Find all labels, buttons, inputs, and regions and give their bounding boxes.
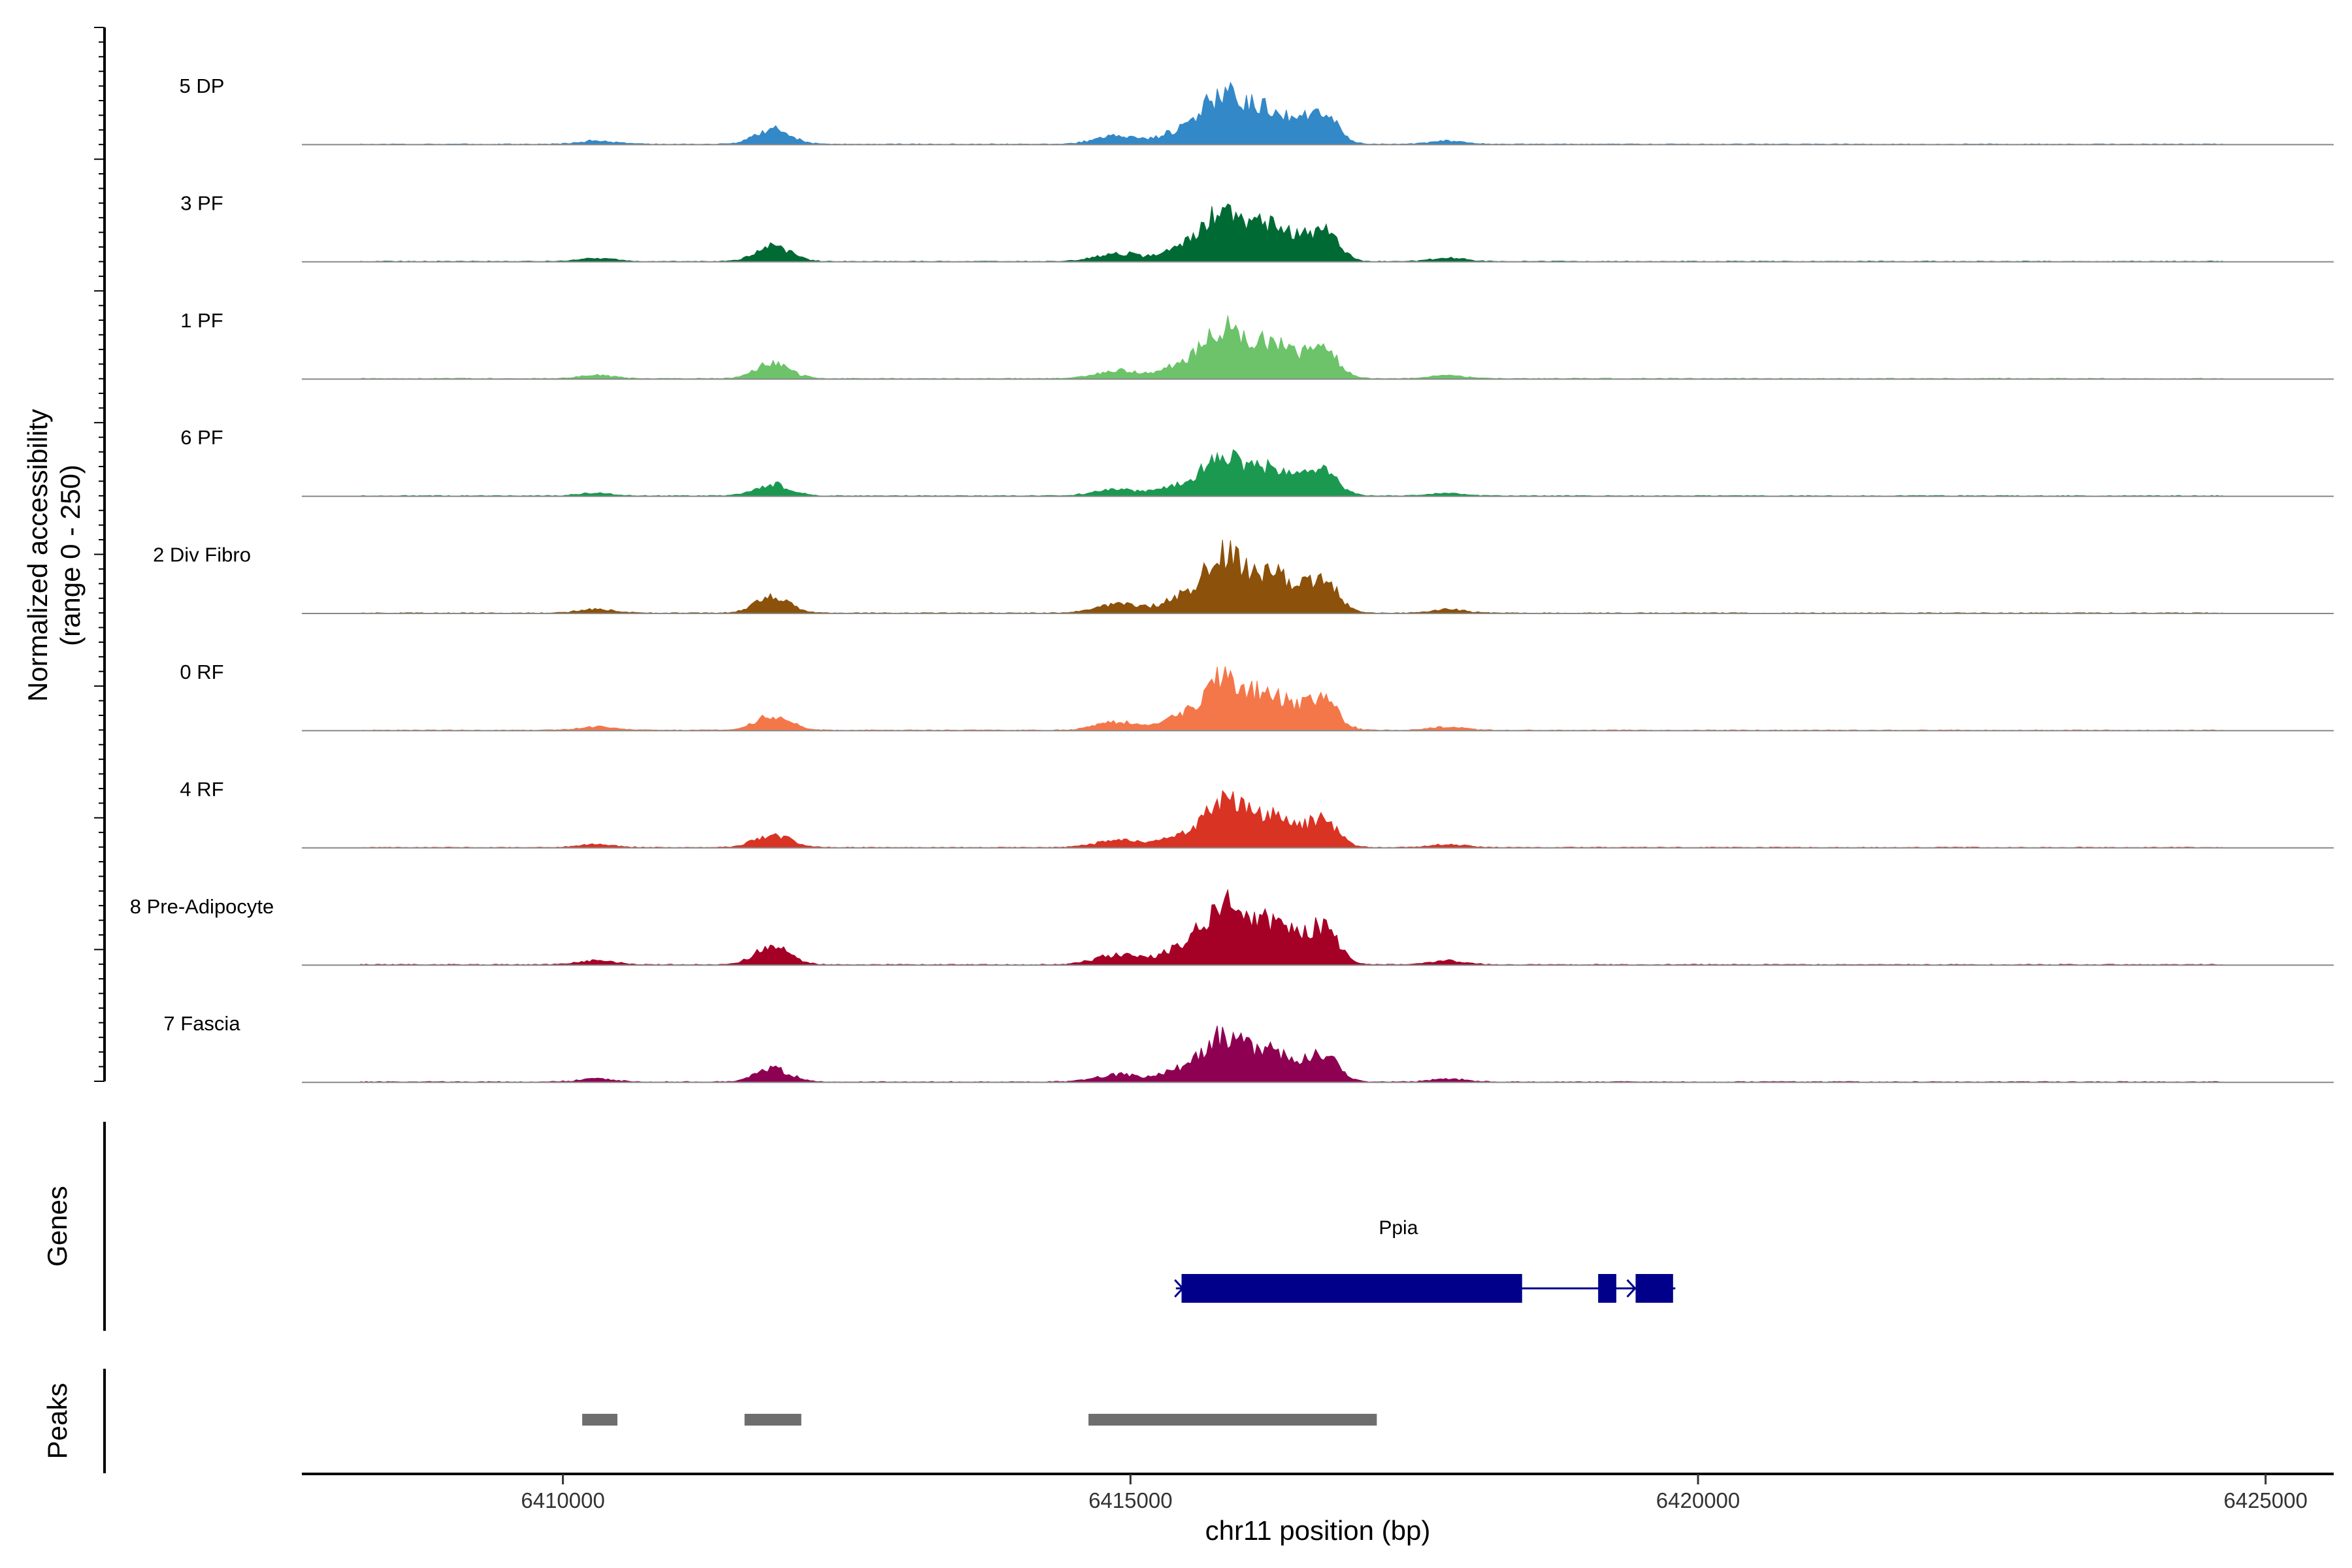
coverage-area-7 bbox=[360, 889, 2223, 966]
strand-arrow-1 bbox=[1626, 1279, 1637, 1298]
coverage-area-8 bbox=[360, 1025, 2223, 1083]
gene-exon-2 bbox=[1635, 1274, 1673, 1303]
coverage-area-6 bbox=[360, 790, 2223, 849]
coverage-area-4 bbox=[360, 540, 2223, 614]
x-tick-label-1: 6415000 bbox=[1088, 1488, 1172, 1512]
track-label-0: 5 DP bbox=[180, 74, 225, 97]
x-tick-label-3: 6425000 bbox=[2224, 1488, 2308, 1512]
track-label-6: 4 RF bbox=[180, 777, 223, 800]
track-label-1: 3 PF bbox=[180, 191, 223, 214]
coverage-y-ticks bbox=[94, 27, 105, 1082]
track-label-8: 7 Fascia bbox=[163, 1012, 240, 1035]
genes-label: Genes bbox=[42, 1186, 73, 1267]
gene-exon-1 bbox=[1598, 1274, 1616, 1303]
coverage-area-3 bbox=[360, 449, 2223, 497]
x-axis-ticks: 6410000 6415000 6420000 6425000 bbox=[521, 1474, 2308, 1512]
coverage-area-1 bbox=[360, 203, 2223, 263]
gene-exon-0 bbox=[1181, 1274, 1522, 1303]
peak-region-2 bbox=[1088, 1414, 1377, 1426]
strand-arrow-0 bbox=[1174, 1279, 1184, 1298]
coverage-area-0 bbox=[360, 81, 2223, 145]
coverage-y-label: Normalized accessibility bbox=[22, 409, 53, 702]
peaks-label: Peaks bbox=[42, 1383, 73, 1460]
peak-region-1 bbox=[744, 1414, 802, 1426]
track-label-3: 6 PF bbox=[180, 426, 223, 449]
track-label-2: 1 PF bbox=[180, 309, 223, 332]
x-tick-label-0: 6410000 bbox=[521, 1488, 604, 1512]
coverage-area-2 bbox=[360, 315, 2223, 380]
track-label-5: 0 RF bbox=[180, 661, 223, 683]
track-label-4: 2 Div Fibro bbox=[153, 544, 251, 566]
coverage-tracks: 5 DP 3 PF 1 PF 6 PF 2 Div Fibro 0 RF 4 RF 8 Pre… bbox=[130, 74, 2334, 1083]
peak-region-0 bbox=[582, 1414, 618, 1426]
genes-track: Ppia bbox=[1174, 1217, 1676, 1303]
coverage-y-label-range: (range 0 - 250) bbox=[55, 465, 86, 646]
x-axis-label: chr11 position (bp) bbox=[1205, 1515, 1431, 1546]
peaks-track bbox=[582, 1414, 1377, 1426]
coverage-area-5 bbox=[360, 666, 2223, 731]
gene-name-label: Ppia bbox=[1379, 1217, 1418, 1239]
x-tick-label-2: 6420000 bbox=[1656, 1488, 1740, 1512]
track-label-7: 8 Pre-Adipocyte bbox=[130, 895, 274, 918]
